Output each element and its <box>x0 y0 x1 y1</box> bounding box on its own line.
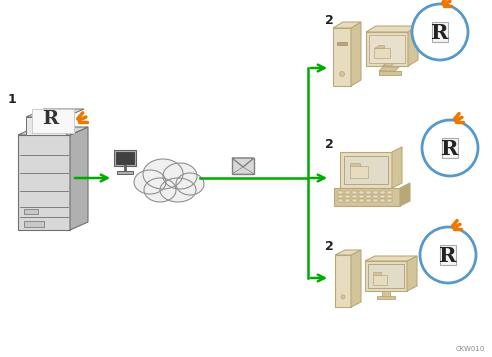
Text: R: R <box>42 110 58 128</box>
FancyBboxPatch shape <box>338 199 343 202</box>
Polygon shape <box>333 22 361 28</box>
Polygon shape <box>379 67 399 71</box>
FancyBboxPatch shape <box>344 156 388 184</box>
Polygon shape <box>350 163 360 166</box>
Circle shape <box>339 71 344 76</box>
FancyBboxPatch shape <box>374 48 390 58</box>
Ellipse shape <box>143 171 197 193</box>
Polygon shape <box>232 167 254 174</box>
Polygon shape <box>428 263 436 274</box>
Polygon shape <box>18 127 88 135</box>
FancyBboxPatch shape <box>350 166 368 178</box>
Polygon shape <box>26 109 84 117</box>
FancyBboxPatch shape <box>352 199 357 202</box>
Polygon shape <box>392 147 402 188</box>
FancyBboxPatch shape <box>114 150 136 166</box>
FancyBboxPatch shape <box>380 199 385 202</box>
FancyBboxPatch shape <box>387 195 392 198</box>
FancyBboxPatch shape <box>345 191 350 194</box>
FancyBboxPatch shape <box>345 195 350 198</box>
FancyBboxPatch shape <box>382 291 390 296</box>
Polygon shape <box>419 40 428 51</box>
Polygon shape <box>351 250 361 307</box>
FancyBboxPatch shape <box>359 199 364 202</box>
FancyBboxPatch shape <box>432 22 448 42</box>
FancyBboxPatch shape <box>337 42 347 45</box>
FancyBboxPatch shape <box>338 191 343 194</box>
FancyBboxPatch shape <box>377 296 395 299</box>
Polygon shape <box>366 26 418 32</box>
FancyBboxPatch shape <box>366 195 371 198</box>
FancyBboxPatch shape <box>442 138 458 158</box>
FancyBboxPatch shape <box>24 221 44 227</box>
FancyBboxPatch shape <box>368 264 404 288</box>
FancyBboxPatch shape <box>352 195 357 198</box>
FancyBboxPatch shape <box>373 195 378 198</box>
FancyBboxPatch shape <box>387 199 392 202</box>
FancyBboxPatch shape <box>373 275 387 285</box>
FancyBboxPatch shape <box>366 199 371 202</box>
Text: R: R <box>441 139 459 159</box>
Ellipse shape <box>160 178 196 202</box>
Ellipse shape <box>144 178 176 202</box>
Polygon shape <box>334 188 400 206</box>
FancyBboxPatch shape <box>369 35 405 63</box>
FancyBboxPatch shape <box>373 199 378 202</box>
Polygon shape <box>70 127 88 230</box>
Ellipse shape <box>176 173 204 195</box>
Circle shape <box>412 4 468 60</box>
Circle shape <box>420 227 476 283</box>
Polygon shape <box>32 109 74 133</box>
Polygon shape <box>373 272 381 275</box>
Text: R: R <box>439 246 457 266</box>
Polygon shape <box>18 135 70 230</box>
Polygon shape <box>383 62 395 66</box>
Polygon shape <box>26 117 66 135</box>
Polygon shape <box>366 32 408 66</box>
FancyBboxPatch shape <box>116 152 134 164</box>
FancyBboxPatch shape <box>380 191 385 194</box>
Text: 1: 1 <box>8 93 17 106</box>
Text: 2: 2 <box>325 240 334 253</box>
Polygon shape <box>365 261 407 291</box>
Polygon shape <box>430 158 440 168</box>
FancyBboxPatch shape <box>359 191 364 194</box>
Polygon shape <box>335 255 351 307</box>
Polygon shape <box>374 45 384 48</box>
FancyBboxPatch shape <box>387 191 392 194</box>
FancyBboxPatch shape <box>345 199 350 202</box>
FancyBboxPatch shape <box>380 195 385 198</box>
Ellipse shape <box>163 163 197 189</box>
FancyBboxPatch shape <box>366 191 371 194</box>
FancyBboxPatch shape <box>232 158 254 174</box>
FancyBboxPatch shape <box>440 245 456 265</box>
FancyBboxPatch shape <box>359 195 364 198</box>
Polygon shape <box>351 22 361 86</box>
Polygon shape <box>365 256 417 261</box>
Polygon shape <box>232 158 254 167</box>
Polygon shape <box>400 183 410 206</box>
Text: 2: 2 <box>325 138 334 151</box>
Polygon shape <box>340 152 392 188</box>
FancyBboxPatch shape <box>379 71 401 75</box>
FancyBboxPatch shape <box>117 171 133 174</box>
FancyBboxPatch shape <box>373 191 378 194</box>
Polygon shape <box>335 250 361 255</box>
Polygon shape <box>407 256 417 291</box>
Ellipse shape <box>143 159 183 189</box>
Polygon shape <box>408 26 418 66</box>
Circle shape <box>422 120 478 176</box>
FancyBboxPatch shape <box>24 209 38 214</box>
Text: R: R <box>431 23 449 43</box>
Text: CKW010: CKW010 <box>456 346 485 352</box>
Text: 2: 2 <box>325 14 334 27</box>
Ellipse shape <box>134 170 166 194</box>
Circle shape <box>341 295 345 299</box>
FancyBboxPatch shape <box>338 195 343 198</box>
Polygon shape <box>333 28 351 86</box>
FancyBboxPatch shape <box>352 191 357 194</box>
